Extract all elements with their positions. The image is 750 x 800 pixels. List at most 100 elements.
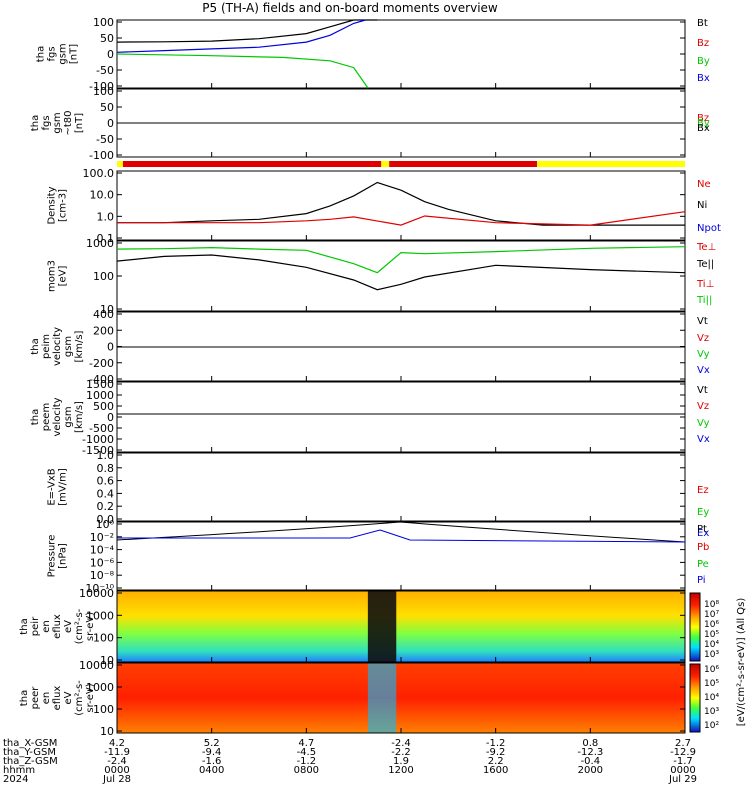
colorbar-tick: 10⁴ [704,640,719,650]
footer-value: 1600 [483,765,508,776]
colorbar-tick: 10⁵ [704,630,719,640]
y-axis-label: gsm [58,43,69,64]
footer-value: -2.4 [107,756,127,767]
y-axis-label: velocity [52,397,63,436]
series-line-Bx [116,19,366,53]
panel-fgs: 100 50 0 -50 -100 tha fgs gsm [nT] Bt Bz By Bx [36,16,710,93]
y-tick-label: 0 [107,411,114,424]
y-tick-label: -1000 [82,433,114,446]
legend-entry: Vy [697,418,710,429]
footer-value: -1.2 [486,738,506,749]
y-axis-label: [nPa] [58,543,69,569]
legend-entry: Vt [697,316,708,327]
y-tick-label: 1.0 [97,210,115,223]
legend-entry: Bt [697,18,708,29]
y-axis-label: sr-eV) [85,683,96,712]
y-tick-label: 10⁻¹⁰ [85,582,114,595]
y-tick-label: -100 [89,149,114,162]
y-tick-label: 50 [100,32,114,45]
y-axis-label: Density [47,186,58,224]
legend-entry: Vz [697,401,709,412]
y-tick-label: 100 [93,632,114,645]
legend-entry: Bz [697,38,709,49]
spectrogram-gap [367,591,397,662]
footer-value: -1.7 [673,756,693,767]
y-tick-label: 100.0 [83,167,115,180]
y-tick-label: 0.8 [97,462,115,475]
legend-entry: Ti⊥ [696,279,714,290]
colorbar-tick: 10⁸ [704,600,719,610]
footer-value: 2.2 [488,756,504,767]
y-axis-label: tha [30,338,41,354]
colorbar-tick: 10⁵ [704,679,719,689]
y-axis-label: [mV/m] [58,468,69,506]
legend-entry: Ex [697,528,709,539]
colorbar-bottom [689,663,701,733]
footer-value: -4.5 [297,747,317,758]
y-axis-label: ~t80 [63,110,74,135]
panel-frame [116,240,686,312]
mode-bar-segment [537,161,685,167]
legend-entry: Vt [697,385,708,396]
legend-entry: Ne [697,179,711,190]
y-tick-label: 400 [93,308,114,321]
y-tick-label: 0.6 [97,475,115,488]
mode-bar [117,161,685,167]
y-axis-label: (cm²-s- [74,680,85,716]
y-tick-label: 10⁻² [90,531,114,544]
footer-row-label: tha_X-GSM [3,738,57,749]
legend-entry: Pi [697,575,706,586]
y-tick-label: -500 [89,422,114,435]
colorbar-tick: 10⁴ [704,693,719,703]
legend-entry: By [697,118,710,129]
y-tick-label: 0.2 [97,500,115,513]
legend-entry: Te⊥ [696,242,716,253]
ephemeris-footer: tha_X-GSMtha_Y-GSMtha_Z-GSMhhmm20244.2-1… [3,738,697,785]
y-axis-label: fgs [41,115,52,130]
series-line-Ne [117,211,686,226]
y-tick-label: 0.1 [97,232,115,245]
footer-value: Jul 29 [668,774,697,785]
footer-value: 0800 [294,765,319,776]
y-tick-label: 10 [100,654,114,667]
footer-row-label: tha_Z-GSM [3,756,58,767]
footer-value: 0000 [104,765,129,776]
legend-entry: Bz [697,113,709,124]
legend-entry: Pe [697,559,709,570]
legend-entry: Pb [697,542,709,553]
series-line-Ni [117,181,685,226]
footer-value: 4.2 [109,738,125,749]
footer-value: -12.9 [670,747,696,758]
y-tick-label: 1000 [86,609,114,622]
footer-value: -0.4 [581,756,601,767]
footer-value: -2.4 [391,738,411,749]
y-tick-label: 10.0 [90,189,115,202]
y-tick-label: 10 [100,303,114,316]
y-axis-label: eV [63,691,74,704]
footer-value: 2.7 [675,738,691,749]
y-tick-label: 10⁻⁸ [90,569,115,582]
y-axis-label: Pressure [47,535,58,578]
footer-value: 0000 [670,765,695,776]
y-tick-label: 1000 [86,389,114,402]
y-tick-label: 200 [93,324,114,337]
y-axis-label: tha [19,618,30,634]
y-tick-label: 1500 [86,378,114,391]
footer-row-label: tha_Y-GSM [3,747,56,758]
panel-density: 100.0 10.0 1.0 0.1 Density [cm-3] Ne Ni Npot [47,167,721,245]
y-axis-label: tha [19,690,30,706]
y-axis-label: [eV] [58,266,69,287]
mode-bar-segment [381,161,390,167]
y-axis-label: mom3 [47,260,58,292]
y-tick-label: -400 [89,373,114,386]
legend-entry: Bx [697,123,710,134]
y-tick-label: 1000 [86,681,114,694]
y-axis-label: fgs [47,46,58,61]
colorbar-tick: 10³ [704,707,719,717]
y-tick-label: -50 [96,133,114,146]
pressure-trace-pi [117,529,686,543]
series-line-Te|| [116,254,686,291]
y-axis-label: [nT] [69,44,80,64]
colorbar-tick: 10⁶ [704,620,719,630]
y-tick-label: 1000 [86,237,114,250]
